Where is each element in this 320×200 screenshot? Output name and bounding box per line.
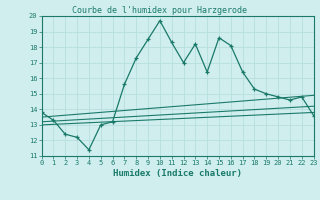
X-axis label: Humidex (Indice chaleur): Humidex (Indice chaleur) — [113, 169, 242, 178]
Text: Courbe de l'humidex pour Harzgerode: Courbe de l'humidex pour Harzgerode — [73, 6, 247, 15]
